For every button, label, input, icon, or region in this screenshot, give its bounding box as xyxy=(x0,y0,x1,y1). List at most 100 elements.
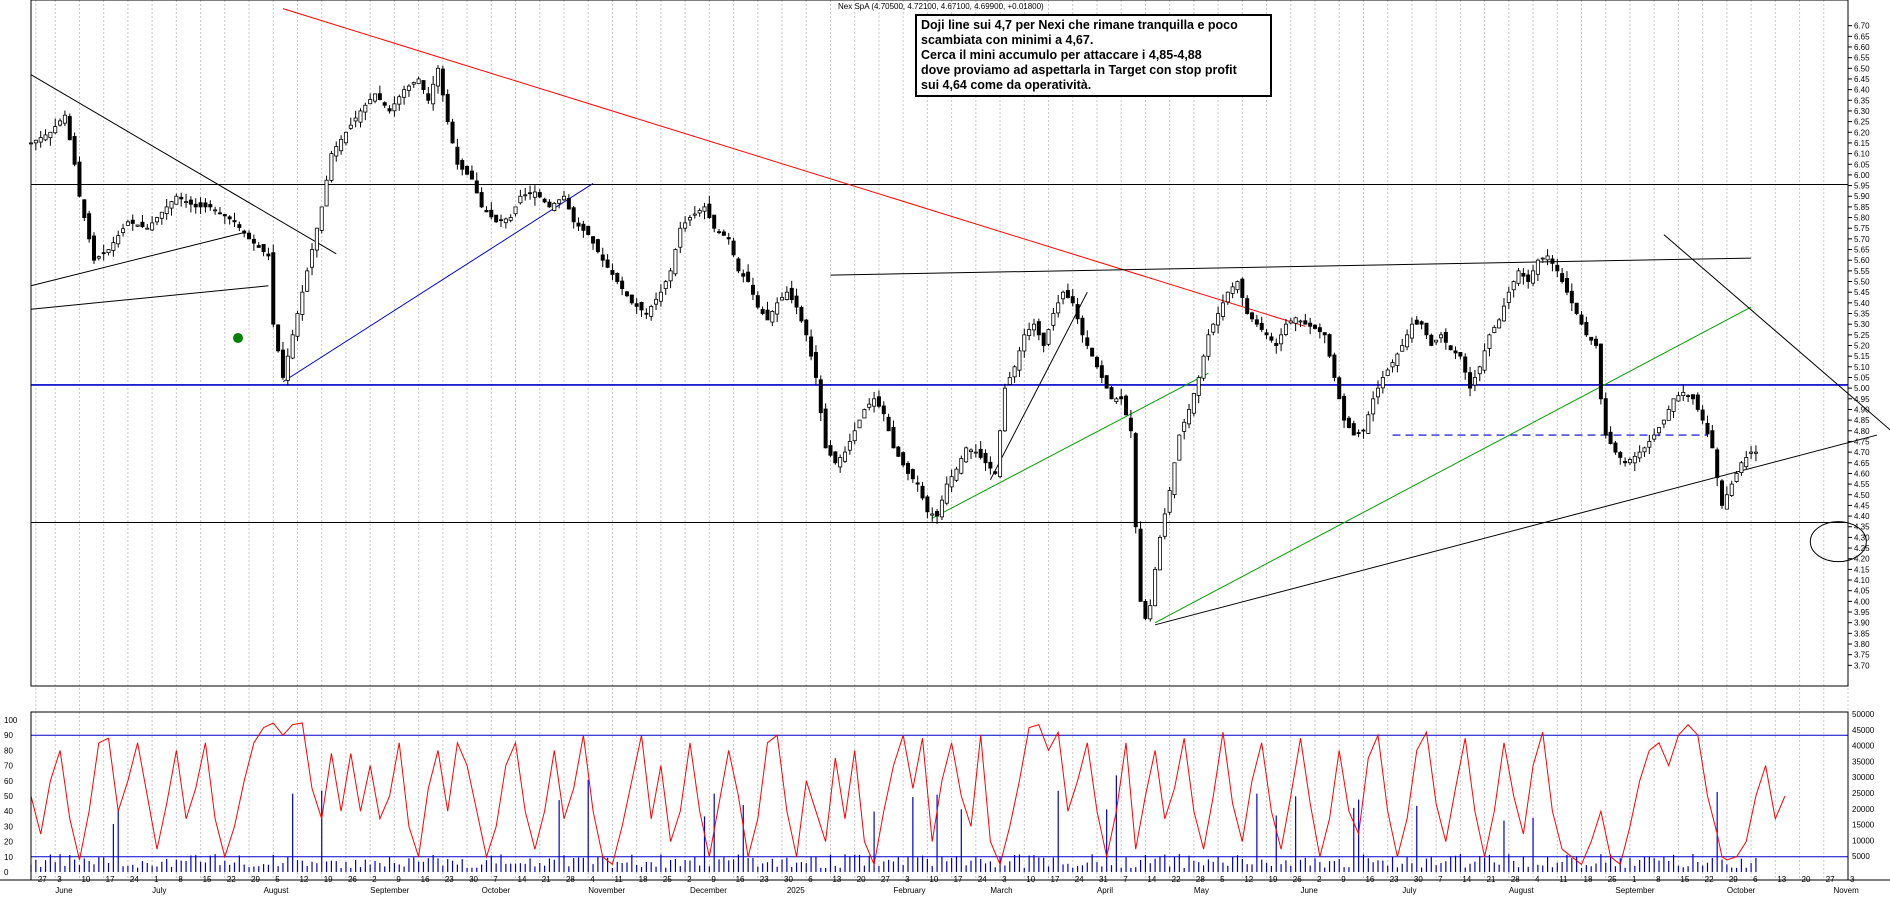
candle-body xyxy=(310,249,315,268)
trend-line xyxy=(30,74,337,255)
price-tick-label: 5.80 xyxy=(1854,214,1870,223)
candle-body xyxy=(125,221,130,226)
trend-lines xyxy=(30,8,1890,626)
candle-body xyxy=(959,458,964,474)
candle-body xyxy=(33,139,38,144)
candle-body xyxy=(1075,304,1080,320)
candle-body xyxy=(717,231,722,234)
candle-body xyxy=(1443,331,1448,343)
candle-body xyxy=(566,197,571,210)
candle-body xyxy=(1603,398,1608,436)
volume-tick-label: 5000 xyxy=(1852,852,1870,861)
candle-body xyxy=(799,307,804,322)
x-tick-label: 15 xyxy=(203,875,212,884)
x-tick-label: 14 xyxy=(1147,875,1156,884)
candle-body xyxy=(1061,291,1066,300)
candle-body xyxy=(67,116,72,141)
candle-body xyxy=(620,280,625,290)
candle-body xyxy=(1245,298,1250,314)
candle-body xyxy=(1022,334,1027,352)
x-tick-label: 26 xyxy=(1293,875,1302,884)
price-tick-label: 6.65 xyxy=(1854,32,1870,41)
candle-body xyxy=(1090,347,1095,357)
x-tick-label: 19 xyxy=(1269,875,1278,884)
volume-tick-label: 15000 xyxy=(1852,821,1875,830)
candle-body xyxy=(906,462,911,474)
candle-body xyxy=(993,471,998,474)
price-tick-label: 5.95 xyxy=(1854,182,1870,191)
candle-body xyxy=(838,457,843,468)
candle-body xyxy=(537,192,542,198)
candle-body xyxy=(1390,362,1395,368)
x-tick-label: 23 xyxy=(760,875,769,884)
candle-body xyxy=(663,281,668,289)
candle-body xyxy=(121,228,126,233)
candle-body xyxy=(1157,537,1162,571)
candle-body xyxy=(135,224,140,227)
candle-body xyxy=(1133,433,1138,528)
price-tick-label: 5.05 xyxy=(1854,373,1870,382)
price-tick-label: 4.15 xyxy=(1854,565,1870,574)
candle-body xyxy=(1652,434,1657,440)
candle-body xyxy=(1569,290,1574,304)
candle-body xyxy=(431,83,436,105)
candle-body xyxy=(184,201,189,203)
candle-body xyxy=(973,451,978,454)
price-tick-label: 4.20 xyxy=(1854,555,1870,564)
candle-body xyxy=(324,179,329,207)
x-tick-label: 16 xyxy=(1365,875,1374,884)
price-tick-label: 6.25 xyxy=(1854,118,1870,127)
x-tick-label: 12 xyxy=(1244,875,1253,884)
x-tick-label: 5 xyxy=(275,875,280,884)
x-tick-label: 28 xyxy=(1196,875,1205,884)
candle-body xyxy=(901,452,906,466)
oscillator-tick-label: 0 xyxy=(4,868,9,877)
candle-body xyxy=(227,216,232,220)
candle-body xyxy=(1686,395,1691,397)
candle-body xyxy=(411,82,416,85)
candle-body xyxy=(174,195,179,205)
candle-body xyxy=(1690,394,1695,400)
candle-body xyxy=(1535,259,1540,275)
green-marker-dot xyxy=(233,333,243,343)
x-tick-label: 21 xyxy=(542,875,551,884)
x-tick-label: 24 xyxy=(130,875,139,884)
candle-body xyxy=(818,379,823,414)
candle-body xyxy=(111,242,116,251)
candle-body xyxy=(145,227,150,230)
price-tick-label: 5.10 xyxy=(1854,363,1870,372)
candle-body xyxy=(62,114,67,124)
candle-body xyxy=(392,103,397,112)
x-tick-label: 13 xyxy=(832,875,841,884)
candle-body xyxy=(935,511,940,517)
x-tick-label: 15 xyxy=(1680,875,1689,884)
candle-body xyxy=(944,483,949,504)
candle-body xyxy=(1128,417,1133,432)
candle-body xyxy=(1206,334,1211,357)
x-tick-label: 9 xyxy=(1341,875,1346,884)
x-tick-label: 16 xyxy=(736,875,745,884)
month-label: December xyxy=(690,886,727,895)
candle-body xyxy=(513,206,518,215)
month-label: May xyxy=(1194,886,1209,895)
candle-body xyxy=(1627,459,1632,464)
candle-body xyxy=(654,298,659,305)
candle-body xyxy=(1434,339,1439,343)
candle-body xyxy=(528,192,533,195)
price-tick-label: 5.55 xyxy=(1854,267,1870,276)
price-tick-label: 6.00 xyxy=(1854,171,1870,180)
candle-body xyxy=(1521,273,1526,277)
x-tick-label: 3 xyxy=(1850,875,1855,884)
candle-body xyxy=(101,252,106,255)
candle-body xyxy=(1555,264,1560,272)
candle-body xyxy=(1506,291,1511,303)
candle-body xyxy=(581,223,586,231)
price-tick-label: 5.40 xyxy=(1854,299,1870,308)
x-tick-label: 10 xyxy=(81,875,90,884)
x-tick-label: 30 xyxy=(784,875,793,884)
chart-title: Nex SpA (4.70500, 4.72100, 4.67100, 4.69… xyxy=(838,2,1044,11)
x-tick-label: 6 xyxy=(1753,875,1758,884)
candle-body xyxy=(978,448,983,458)
x-tick-label: 16 xyxy=(421,875,430,884)
candle-body xyxy=(48,131,53,139)
